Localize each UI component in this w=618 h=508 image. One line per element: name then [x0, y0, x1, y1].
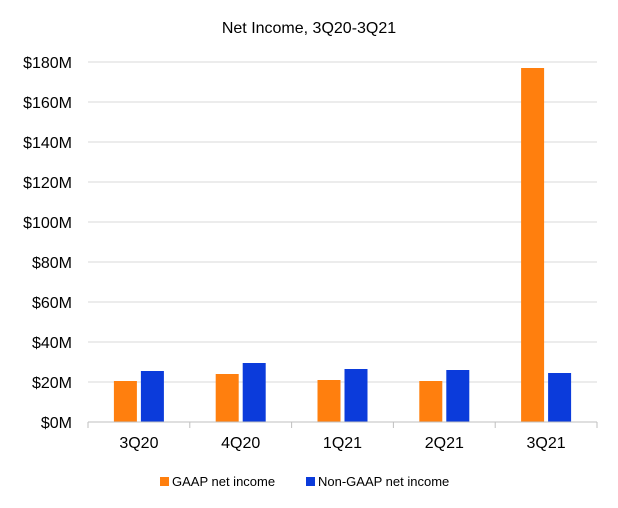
legend: GAAP net income Non-GAAP net income	[160, 474, 449, 489]
bar-non-gaap-4q20	[242, 363, 266, 422]
bars	[113, 68, 572, 422]
x-tick-label: 3Q21	[527, 435, 566, 452]
y-tick-label: $80M	[32, 255, 72, 272]
bar-gaap-2q21	[419, 381, 443, 422]
bar-gaap-3q21	[521, 68, 545, 422]
y-axis: $0M $20M $40M $60M $80M $100M $120M $140M $160M $…	[23, 55, 72, 432]
gridlines	[88, 61, 597, 383]
bar-non-gaap-1q21	[344, 369, 368, 422]
y-tick-label: $100M	[23, 215, 72, 232]
x-tick-label: 3Q20	[119, 435, 158, 452]
chart-title: Net Income, 3Q20-3Q21	[222, 20, 396, 37]
y-tick-label: $20M	[32, 375, 72, 392]
bar-gaap-4q20	[215, 374, 239, 422]
y-tick-label: $40M	[32, 335, 72, 352]
bar-non-gaap-3q21	[548, 373, 572, 422]
bar-non-gaap-3q20	[140, 371, 164, 422]
x-axis: 3Q20 4Q20 1Q21 2Q21 3Q21	[87, 421, 598, 452]
y-tick-label: $140M	[23, 135, 72, 152]
y-tick-label: $60M	[32, 295, 72, 312]
y-tick-label: $160M	[23, 95, 72, 112]
bar-non-gaap-2q21	[446, 370, 470, 422]
x-tick-label: 2Q21	[425, 435, 464, 452]
y-tick-label: $120M	[23, 175, 72, 192]
legend-label-non-gaap: Non-GAAP net income	[318, 474, 449, 489]
legend-label-gaap: GAAP net income	[172, 474, 275, 489]
x-tick-label: 4Q20	[221, 435, 260, 452]
bar-gaap-3q20	[113, 381, 137, 422]
y-tick-label: $180M	[23, 55, 72, 72]
y-tick-label: $0M	[41, 415, 72, 432]
x-tick-label: 1Q21	[323, 435, 362, 452]
legend-swatch-gaap	[160, 477, 169, 486]
bar-gaap-1q21	[317, 380, 341, 422]
legend-swatch-non-gaap	[306, 477, 315, 486]
